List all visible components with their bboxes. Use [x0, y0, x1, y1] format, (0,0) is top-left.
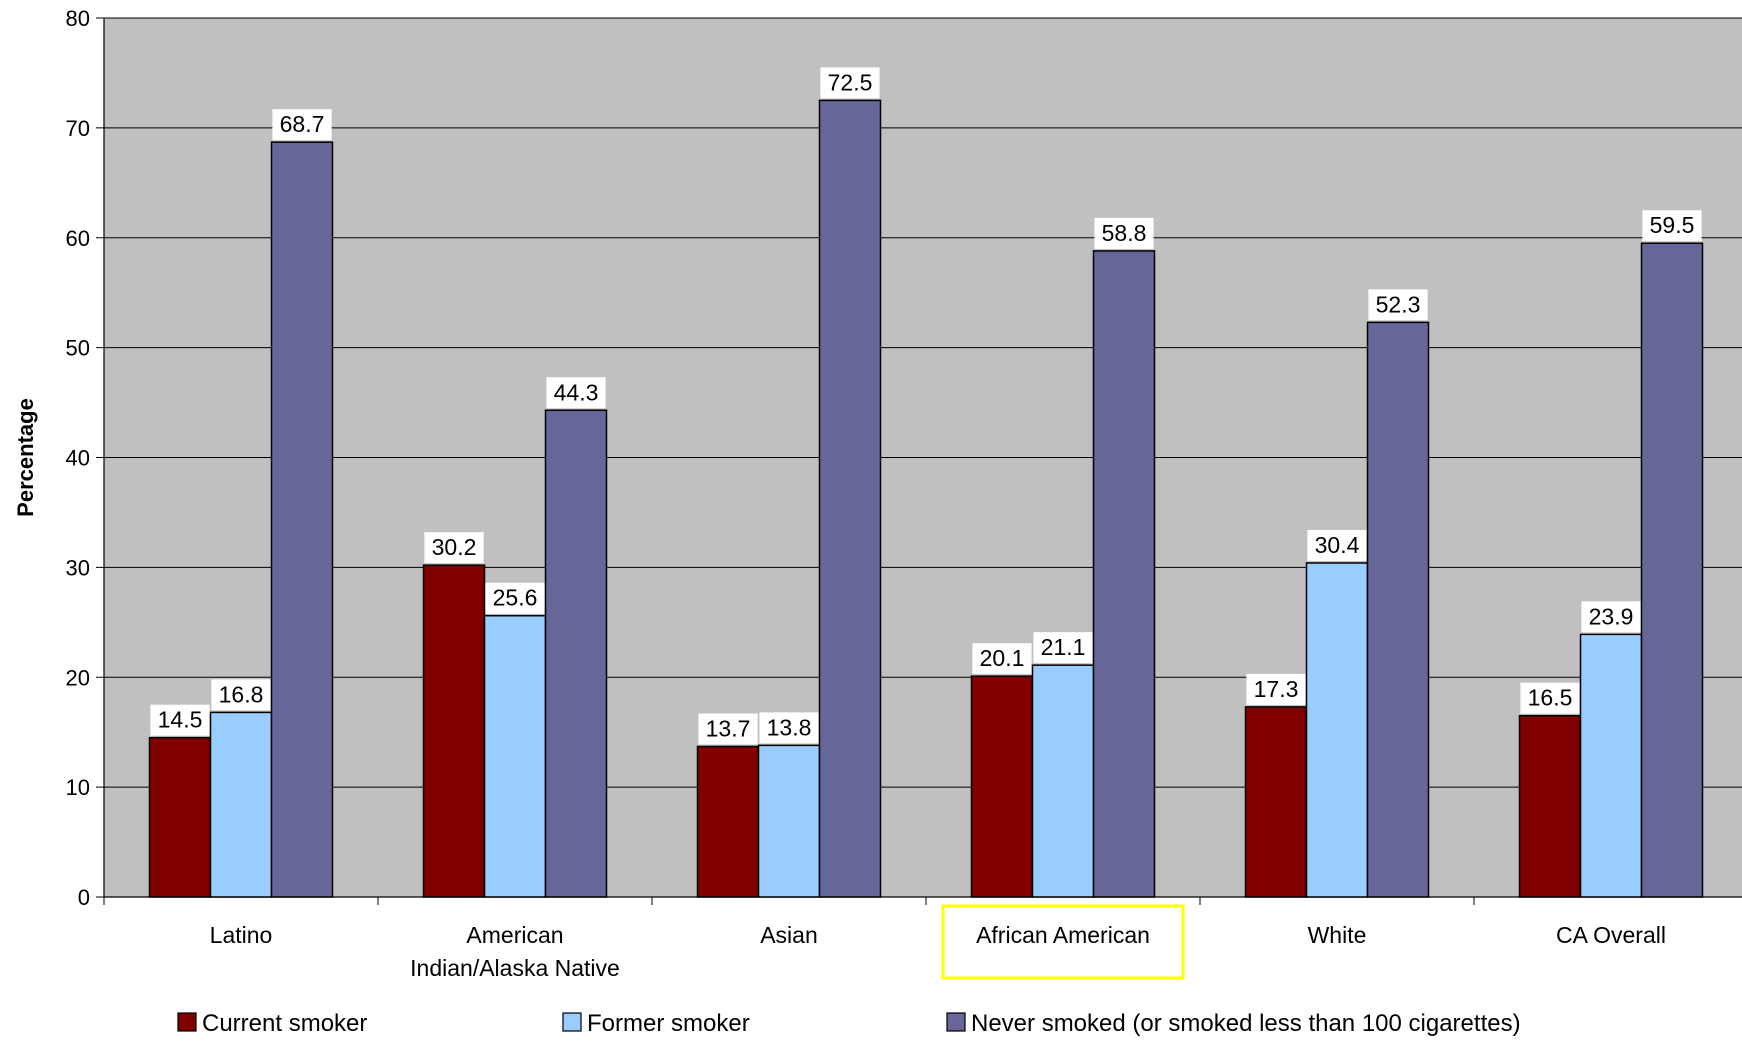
data-label: 17.3 [1254, 676, 1299, 702]
y-tick-label: 0 [78, 885, 90, 910]
data-label: 20.1 [980, 645, 1025, 671]
data-label-bg [272, 109, 332, 141]
data-label: 23.9 [1589, 603, 1634, 629]
data-label-bg [1307, 529, 1367, 561]
data-label-bg [1033, 632, 1093, 664]
bar [696, 745, 760, 898]
bar [818, 99, 882, 898]
data-label: 44.3 [554, 379, 599, 405]
data-label-bg [150, 704, 210, 736]
data-label: 68.7 [280, 111, 325, 137]
data-label: 30.4 [1315, 532, 1360, 558]
data-label-bg [1246, 673, 1306, 705]
bar [1366, 321, 1430, 898]
data-label-bg [972, 643, 1032, 675]
bar [1031, 664, 1095, 898]
bar [757, 744, 821, 898]
bar [1092, 250, 1156, 898]
data-label: 58.8 [1102, 220, 1147, 246]
y-tick-label: 50 [66, 336, 90, 361]
y-axis-title: Percentage [13, 398, 38, 517]
data-label: 16.5 [1528, 685, 1573, 711]
y-tick-label: 10 [66, 775, 90, 800]
x-category-label: CA Overall [1556, 922, 1666, 948]
x-category-label: Asian [760, 922, 818, 948]
bar [970, 675, 1034, 898]
y-tick-label: 70 [66, 116, 90, 141]
data-label: 72.5 [828, 69, 873, 95]
bar [544, 409, 608, 898]
data-label: 16.8 [219, 681, 264, 707]
x-category-label: African American [976, 922, 1150, 948]
data-label: 30.2 [432, 534, 477, 560]
bar [1305, 562, 1369, 898]
legend-swatch [177, 1012, 197, 1032]
data-label: 13.8 [767, 714, 812, 740]
bar [1579, 633, 1643, 898]
legend-label: Former smoker [587, 1010, 750, 1037]
data-label: 13.7 [706, 715, 751, 741]
data-label-bg [1094, 217, 1154, 249]
bar [209, 711, 273, 898]
data-label-bg [1642, 210, 1702, 242]
data-label-bg [698, 713, 758, 745]
y-tick-label: 80 [66, 6, 90, 31]
data-label: 59.5 [1650, 212, 1695, 238]
data-label-bg [1520, 682, 1580, 714]
y-tick-label: 30 [66, 555, 90, 580]
legend-swatch [946, 1012, 966, 1032]
bar [1518, 714, 1582, 898]
legend-label: Never smoked (or smoked less than 100 ci… [971, 1010, 1521, 1037]
bar [483, 614, 547, 898]
x-category-label: American [466, 922, 563, 948]
data-label-bg [211, 679, 271, 711]
data-label-bg [759, 712, 819, 744]
bar [1640, 242, 1704, 898]
bar [422, 564, 486, 898]
x-category-label: Indian/Alaska Native [410, 955, 620, 981]
data-label-bg [820, 67, 880, 99]
data-label: 52.3 [1376, 291, 1421, 317]
data-label-bg [1581, 601, 1641, 633]
bar [270, 141, 334, 898]
y-tick-label: 60 [66, 226, 90, 251]
data-label: 25.6 [493, 585, 538, 611]
data-label-bg [546, 377, 606, 409]
highlight-box [941, 904, 1185, 980]
legend-swatch [562, 1012, 582, 1032]
data-label-bg [485, 582, 545, 614]
data-label-bg [1368, 289, 1428, 321]
x-category-label: White [1308, 922, 1367, 948]
y-tick-label: 40 [66, 446, 90, 471]
bar [1244, 706, 1308, 898]
legend-label: Current smoker [202, 1010, 367, 1037]
bar [148, 736, 212, 898]
data-label: 14.5 [158, 707, 203, 733]
data-label: 21.1 [1041, 634, 1086, 660]
data-label-bg [424, 532, 484, 564]
x-category-label: Latino [210, 922, 273, 948]
y-tick-label: 20 [66, 665, 90, 690]
